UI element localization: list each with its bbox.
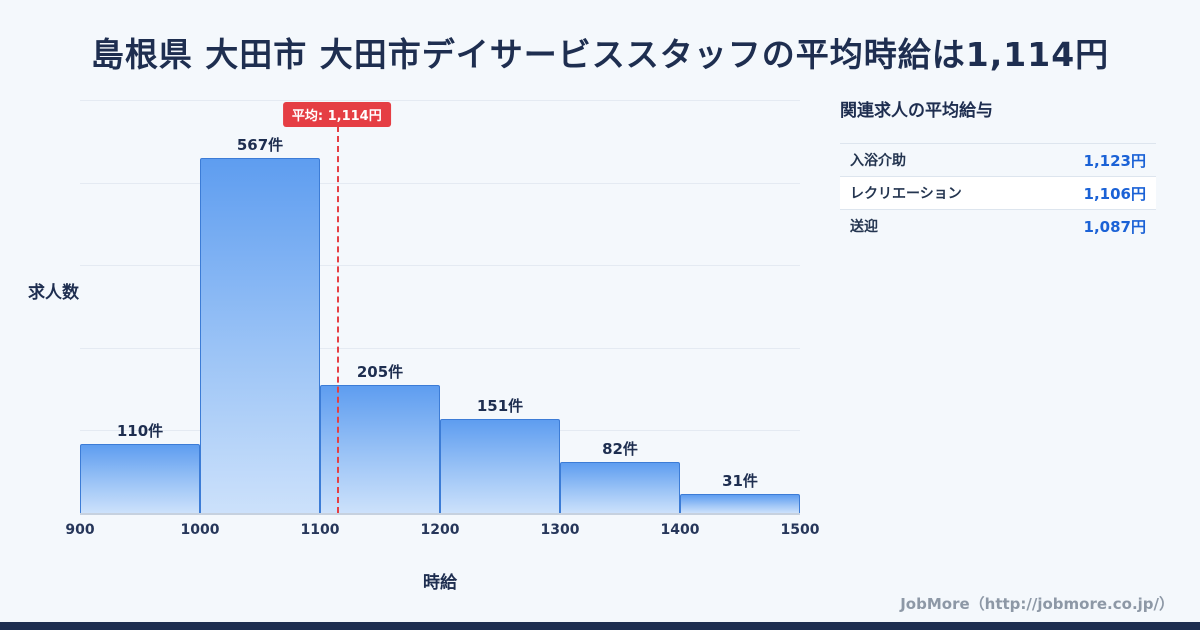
x-tick-label: 1300 <box>540 522 580 538</box>
bar-value-label: 151件 <box>476 396 524 415</box>
row-value: 1,123円 <box>1083 151 1146 170</box>
bar-value-label: 110件 <box>116 422 164 441</box>
gridline <box>80 265 800 267</box>
gridline <box>80 182 800 184</box>
bottom-accent-bar <box>0 622 1200 630</box>
footer-credit: JobMore（http://jobmore.co.jp/） <box>900 595 1174 613</box>
x-tick-label: 1000 <box>180 522 220 538</box>
gridline <box>80 347 800 349</box>
x-tick-label: 1500 <box>780 522 820 538</box>
bar-value-label: 31件 <box>722 471 758 490</box>
row-value: 1,106円 <box>1083 184 1146 203</box>
row-value: 1,087円 <box>1083 217 1146 236</box>
y-axis-label: 求人数 <box>28 283 79 303</box>
histogram-bar: 31件 <box>680 472 800 513</box>
x-axis-label: 時給 <box>423 573 457 593</box>
histogram-bar: 205件 <box>320 363 440 513</box>
histogram-bar: 567件 <box>200 136 320 513</box>
row-label: 送迎 <box>850 219 878 235</box>
row-label: 入浴介助 <box>850 153 906 169</box>
x-tick-label: 1100 <box>300 522 340 538</box>
table-row: レクリエーション 1,106円 <box>840 176 1156 209</box>
bar-value-label: 567件 <box>236 136 284 155</box>
panel-heading: 関連求人の平均給与 <box>840 101 993 121</box>
x-tick-label: 900 <box>65 522 95 538</box>
related-salary-panel: 関連求人の平均給与 入浴介助 1,123円 レクリエーション 1,106円 送迎… <box>840 96 1156 242</box>
x-tick-label: 1400 <box>660 522 700 538</box>
histogram-bar: 151件 <box>440 397 560 513</box>
histogram-bar: 82件 <box>560 440 680 513</box>
histogram-plot: 110件 567件 205件 151件 82件 31件 900 1000 1100 1200 130… <box>65 100 819 538</box>
table-row: 送迎 1,087円 <box>840 209 1156 242</box>
histogram-bar: 110件 <box>80 422 200 513</box>
x-tick-label: 1200 <box>420 522 460 538</box>
average-line <box>336 126 339 513</box>
table-row: 入浴介助 1,123円 <box>840 143 1156 176</box>
bar-value-label: 82件 <box>602 439 638 458</box>
salary-table: 入浴介助 1,123円 レクリエーション 1,106円 送迎 1,087円 <box>840 143 1156 242</box>
average-badge: 平均: 1,114円 <box>282 102 391 127</box>
gridline <box>80 100 800 101</box>
row-label: レクリエーション <box>850 186 962 202</box>
page-title: 島根県 大田市 大田市デイサービススタッフの平均時給は1,114円 <box>90 35 1110 74</box>
bar-value-label: 205件 <box>356 362 404 381</box>
